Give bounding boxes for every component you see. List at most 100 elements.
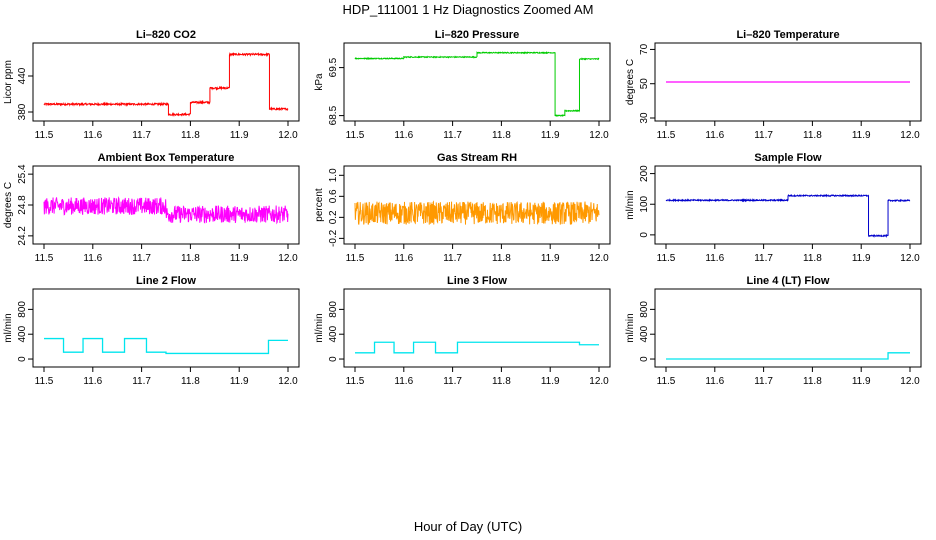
x-tick-label: 11.8 <box>803 253 822 264</box>
y-axis-label: ml/min <box>314 313 325 342</box>
series-line <box>666 352 910 360</box>
x-tick-label: 11.8 <box>492 130 511 141</box>
plot-frame <box>32 42 300 122</box>
x-tick-label: 11.9 <box>541 376 560 387</box>
panel-6: Sample Flow 11.5 11.6 11.7 11.8 11.9 12.0 0 100 2… <box>625 152 922 264</box>
x-tick-label: 11.5 <box>35 376 54 387</box>
x-tick-label: 12.0 <box>589 130 609 141</box>
y-tick-label: 0 <box>17 356 28 362</box>
x-tick-label: 12.0 <box>900 376 920 387</box>
panel-5: Gas Stream RH 11.5 11.6 11.7 11.8 11.9 12.0 -0.… <box>314 152 611 264</box>
x-tick-label: 11.7 <box>754 253 773 264</box>
x-tick-label: 11.8 <box>803 130 822 141</box>
y-tick-label: 25.4 <box>17 164 28 184</box>
series-line <box>665 193 911 239</box>
panel-1: Li–820 CO2 11.5 11.6 11.7 11.8 11.9 12.0 380 440… <box>3 29 300 141</box>
x-tick-label: 11.6 <box>705 253 724 264</box>
y-tick-label: 30 <box>639 112 650 124</box>
panel-9: Line 4 (LT) Flow 11.5 11.6 11.7 11.8 11.9 12.0… <box>625 275 922 387</box>
y-tick-label: 800 <box>328 301 339 318</box>
panel-title: Li–820 Temperature <box>736 29 839 41</box>
y-tick-label: 400 <box>328 325 339 342</box>
y-tick-label: 0 <box>639 356 650 362</box>
x-tick-label: 11.9 <box>230 130 249 141</box>
panel-title: Line 3 Flow <box>447 275 507 287</box>
x-tick-label: 11.7 <box>754 130 773 141</box>
plot-frame <box>654 42 922 122</box>
panel-title: Sample Flow <box>754 152 822 164</box>
series-line <box>43 52 289 118</box>
panel-3: Li–820 Temperature 11.5 11.6 11.7 11.8 11.9 12… <box>625 29 922 141</box>
y-tick-label: 24.8 <box>17 195 28 215</box>
x-tick-label: 11.5 <box>657 376 676 387</box>
plot-frame <box>654 288 922 368</box>
x-tick-label: 11.5 <box>657 130 676 141</box>
x-tick-label: 11.9 <box>852 130 871 141</box>
x-tick-label: 11.5 <box>346 130 365 141</box>
series-line <box>354 50 600 118</box>
x-tick-label: 11.5 <box>346 253 365 264</box>
panel-grid: Li–820 CO2 11.5 11.6 11.7 11.8 11.9 12.0 380 440… <box>3 29 922 387</box>
y-tick-label: 50 <box>639 78 650 90</box>
plot-frame <box>32 288 300 368</box>
x-tick-label: 11.7 <box>132 376 151 387</box>
figure-x-axis-label: Hour of Day (UTC) <box>414 519 522 534</box>
x-tick-label: 11.9 <box>852 253 871 264</box>
y-axis-label: ml/min <box>625 190 636 219</box>
panel-7: Line 2 Flow 11.5 11.6 11.7 11.8 11.9 12.0 0 400 8… <box>3 275 300 387</box>
x-tick-label: 12.0 <box>900 253 920 264</box>
panel-title: Line 4 (LT) Flow <box>747 275 830 287</box>
y-tick-label: 68.5 <box>328 105 339 125</box>
x-tick-label: 11.8 <box>181 376 200 387</box>
panel-title: Gas Stream RH <box>437 152 517 164</box>
x-tick-label: 11.8 <box>492 253 511 264</box>
panel-8: Line 3 Flow 11.5 11.6 11.7 11.8 11.9 12.0 0 400 8… <box>314 275 611 387</box>
x-tick-label: 12.0 <box>589 376 609 387</box>
x-tick-label: 11.6 <box>394 253 413 264</box>
y-tick-label: 0 <box>639 232 650 238</box>
x-tick-label: 11.5 <box>346 376 365 387</box>
x-tick-label: 11.7 <box>443 130 462 141</box>
x-tick-label: 11.6 <box>83 376 102 387</box>
series-line <box>355 341 599 354</box>
panel-title: Li–820 CO2 <box>136 29 196 41</box>
y-axis-label: ml/min <box>3 313 14 342</box>
panel-title: Line 2 Flow <box>136 275 196 287</box>
y-tick-label: 1.0 <box>328 168 339 182</box>
x-tick-label: 11.7 <box>443 376 462 387</box>
x-tick-label: 12.0 <box>900 130 920 141</box>
y-tick-label: 24.2 <box>17 226 28 246</box>
x-tick-label: 11.6 <box>83 130 102 141</box>
x-tick-label: 12.0 <box>589 253 609 264</box>
panel-2: Li–820 Pressure 11.5 11.6 11.7 11.8 11.9 12.0 6… <box>314 29 611 141</box>
x-tick-label: 11.9 <box>541 130 560 141</box>
x-tick-label: 11.9 <box>541 253 560 264</box>
x-tick-label: 11.7 <box>132 253 151 264</box>
y-tick-label: 440 <box>17 67 28 84</box>
x-tick-label: 11.7 <box>754 376 773 387</box>
y-axis-label: degrees C <box>625 59 636 105</box>
x-tick-label: 12.0 <box>278 376 298 387</box>
y-tick-label: 800 <box>17 301 28 318</box>
figure-title: HDP_111001 1 Hz Diagnostics Zoomed AM <box>343 2 594 17</box>
y-axis-label: percent <box>314 188 325 222</box>
series-line <box>354 200 600 225</box>
y-tick-label: 400 <box>639 325 650 342</box>
x-tick-label: 11.5 <box>35 253 54 264</box>
x-tick-label: 11.5 <box>35 130 54 141</box>
y-axis-label: Licor ppm <box>3 60 14 104</box>
x-tick-label: 11.9 <box>852 376 871 387</box>
x-tick-label: 11.8 <box>492 376 511 387</box>
plot-frame <box>654 165 922 245</box>
panel-4: Ambient Box Temperature 11.5 11.6 11.7 11.8 1… <box>3 152 300 264</box>
x-tick-label: 11.5 <box>657 253 676 264</box>
y-tick-label: 0.6 <box>328 189 339 203</box>
plot-frame <box>343 288 611 368</box>
x-tick-label: 11.9 <box>230 253 249 264</box>
x-tick-label: 11.9 <box>230 376 249 387</box>
y-axis-label: degrees C <box>3 182 14 228</box>
panel-title: Ambient Box Temperature <box>98 152 235 164</box>
y-tick-label: 200 <box>639 165 650 182</box>
x-tick-label: 11.6 <box>83 253 102 264</box>
